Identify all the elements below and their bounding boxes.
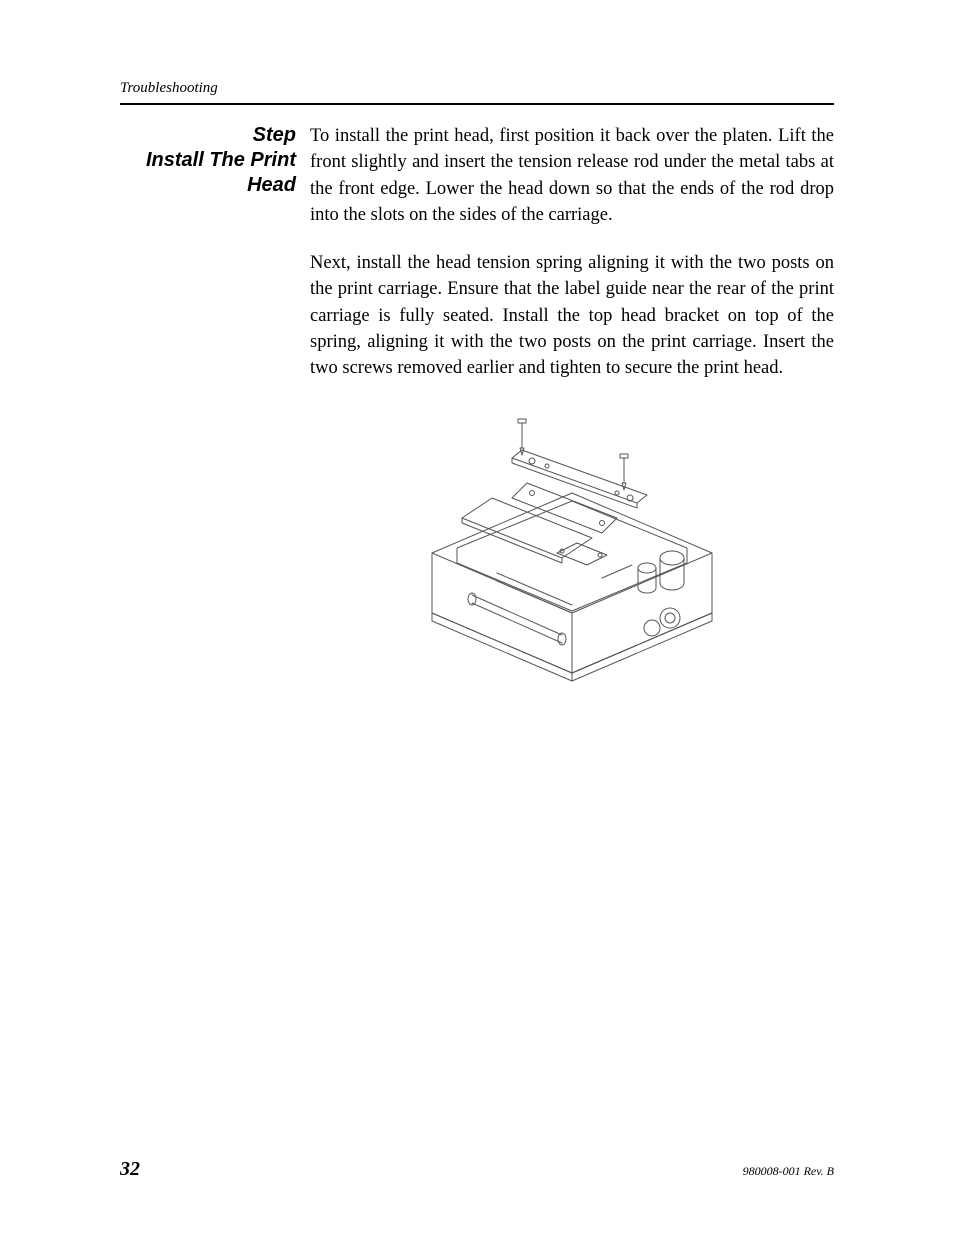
header-rule	[120, 103, 834, 105]
printer-diagram-icon	[402, 403, 742, 703]
step-title-line1: Install The Print	[120, 148, 296, 173]
footer: 32 980008-001 Rev. B	[120, 1158, 834, 1181]
side-heading: Step Install The Print Head	[120, 123, 310, 198]
content-row: Step Install The Print Head To install t…	[120, 123, 834, 712]
paragraph-1: To install the print head, first positio…	[310, 123, 834, 228]
document-id: 980008-001 Rev. B	[743, 1164, 834, 1179]
step-title-line2: Head	[120, 173, 296, 198]
paragraph-2: Next, install the head tension spring al…	[310, 250, 834, 381]
body-column: To install the print head, first positio…	[310, 123, 834, 712]
running-head: Troubleshooting	[120, 80, 834, 97]
page-number: 32	[120, 1158, 140, 1181]
step-label: Step	[120, 123, 296, 148]
figure-container	[310, 403, 834, 711]
